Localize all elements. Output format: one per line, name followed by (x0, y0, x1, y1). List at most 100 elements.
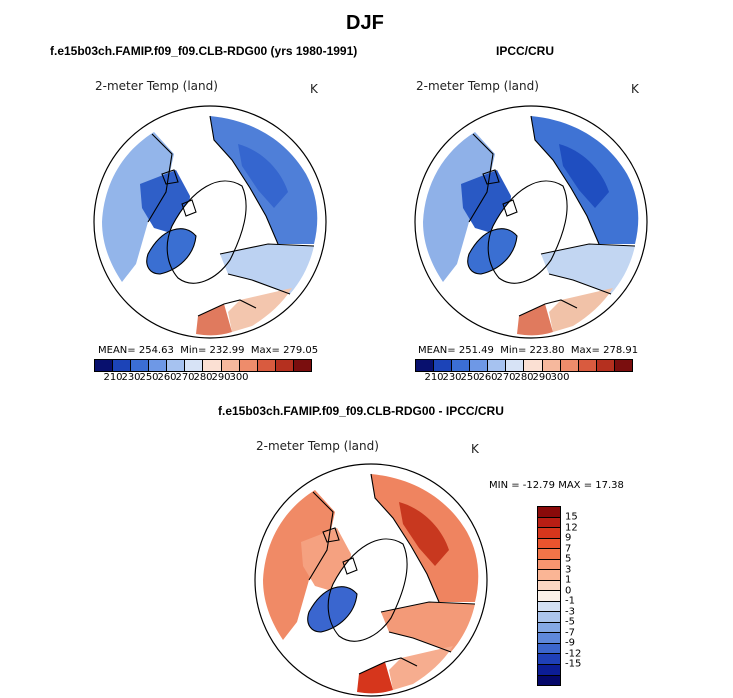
colorbar-tick-label: 300 (229, 372, 249, 383)
colorbar-tick-label: -9 (565, 637, 575, 649)
map-region-south-band (549, 288, 613, 332)
coastline (467, 228, 518, 275)
colorbar-swatch (167, 360, 186, 371)
map-region-hot-spot (517, 304, 553, 336)
panel-center-units: K (631, 82, 639, 96)
panel-left-units: K (310, 82, 318, 96)
panel-center-subtitle: IPCC/CRU (496, 44, 555, 58)
colorbar-center: 210 230 250 260 270 280 290 300 (415, 359, 637, 389)
colorbar-tick-label: -7 (565, 627, 575, 639)
colorbar-swatch (538, 507, 560, 518)
colorbar-tick-label: 7 (565, 543, 572, 555)
colorbar-swatch (293, 360, 311, 371)
colorbar-tick-label: -15 (565, 658, 582, 670)
colorbar-tick-label: 230 (442, 372, 462, 383)
colorbar-swatch (538, 538, 560, 550)
map-region-east-siberia (238, 144, 288, 208)
colorbar-swatch (538, 580, 560, 592)
colorbar-tick-label: -3 (565, 606, 575, 618)
colorbar-swatch (538, 570, 560, 581)
map-region-north-america (263, 490, 335, 640)
panel-center-stats: MEAN= 251.49 Min= 223.80 Max= 278.91 (418, 345, 639, 356)
colorbar-swatch (578, 360, 597, 371)
colorbar-diff: 15 12 9 7 5 3 1 0 -1 -3 -5 -7 -9 -12 -15 (537, 506, 597, 686)
colorbar-swatch (538, 675, 560, 686)
coastline (308, 491, 334, 581)
panel-center-variable: 2-meter Temp (land) (416, 79, 539, 93)
map-region-hot-spot (196, 304, 232, 336)
colorbar-tick-label: 270 (496, 372, 516, 383)
panel-diff-subtitle: f.e15b03ch.FAMIP.f09_f09.CLB-RDG00 - IPC… (218, 404, 504, 418)
colorbar-swatch (434, 360, 453, 371)
colorbar-swatch (538, 633, 560, 644)
colorbar-swatch (221, 360, 240, 371)
coastline (342, 557, 358, 575)
colorbar-swatch (538, 559, 560, 571)
colorbar-swatch (538, 591, 560, 602)
colorbar-tick-label: 280 (514, 372, 534, 383)
colorbar-tick-label: 5 (565, 553, 572, 565)
colorbar-swatch (185, 360, 204, 371)
colorbar-swatch (506, 360, 525, 371)
colorbar-tick-label: 290 (532, 372, 552, 383)
panel-diff-minmax: MIN = -12.79 MAX = 17.38 (489, 480, 624, 491)
colorbar-swatch (538, 643, 560, 655)
map-region-greenland-inner (467, 228, 517, 274)
colorbar-strip (537, 506, 561, 686)
coastline (147, 133, 173, 223)
coastline (502, 199, 518, 217)
map-left (93, 105, 327, 339)
page-title: DJF (346, 12, 384, 34)
coastline (370, 473, 440, 603)
coastline (322, 527, 340, 543)
coastline (388, 631, 452, 653)
map-region-south-band (389, 646, 453, 690)
panel-left-variable: 2-meter Temp (land) (95, 79, 218, 93)
map-region-north-america (423, 132, 495, 282)
colorbar-tick-label: -1 (565, 595, 575, 607)
coastline (358, 657, 418, 675)
colorbar-tick-label: 210 (424, 372, 444, 383)
panel-left-stats: MEAN= 254.63 Min= 232.99 Max= 279.05 (98, 345, 319, 356)
colorbar-swatch (538, 517, 560, 529)
colorbar-tick-label: 210 (103, 372, 123, 383)
coastline (540, 243, 636, 255)
map-region-south-band (228, 288, 292, 332)
panel-diff-units: K (471, 442, 479, 456)
colorbar-swatch (470, 360, 489, 371)
colorbar-swatch (538, 612, 560, 623)
colorbar-left: 210 230 250 260 270 280 290 300 (94, 359, 316, 389)
colorbar-tick-label: 300 (550, 372, 570, 383)
map-center (414, 105, 648, 339)
panel-left-subtitle: f.e15b03ch.FAMIP.f09_f09.CLB-RDG00 (yrs … (50, 44, 358, 58)
coastline (219, 243, 315, 255)
coastline (482, 169, 500, 185)
map-region-europe (220, 244, 314, 294)
colorbar-swatch (538, 601, 560, 613)
map-border (414, 105, 648, 339)
colorbar-swatch (452, 360, 471, 371)
colorbar-tick-label: 3 (565, 564, 572, 576)
map-region-greenland-inner (146, 228, 196, 274)
colorbar-tick-label: 230 (121, 372, 141, 383)
colorbar-swatch (257, 360, 276, 371)
coastline (227, 273, 291, 295)
colorbar-strip (415, 359, 633, 372)
map-region-greenland-inner (307, 586, 357, 632)
colorbar-tick-label: 260 (478, 372, 498, 383)
map-region-europe (381, 602, 475, 652)
colorbar-tick-label: 270 (175, 372, 195, 383)
colorbar-swatch (524, 360, 543, 371)
colorbar-swatch (614, 360, 632, 371)
map-region-north-america (102, 132, 174, 282)
colorbar-swatch (488, 360, 507, 371)
coastline (161, 169, 179, 185)
coastline (146, 228, 197, 275)
coastline (307, 586, 358, 633)
colorbar-tick-label: 9 (565, 532, 572, 544)
colorbar-swatch (239, 360, 258, 371)
colorbar-swatch (538, 654, 560, 665)
coastline (468, 133, 494, 223)
colorbar-swatch (131, 360, 150, 371)
coastline (518, 299, 578, 317)
